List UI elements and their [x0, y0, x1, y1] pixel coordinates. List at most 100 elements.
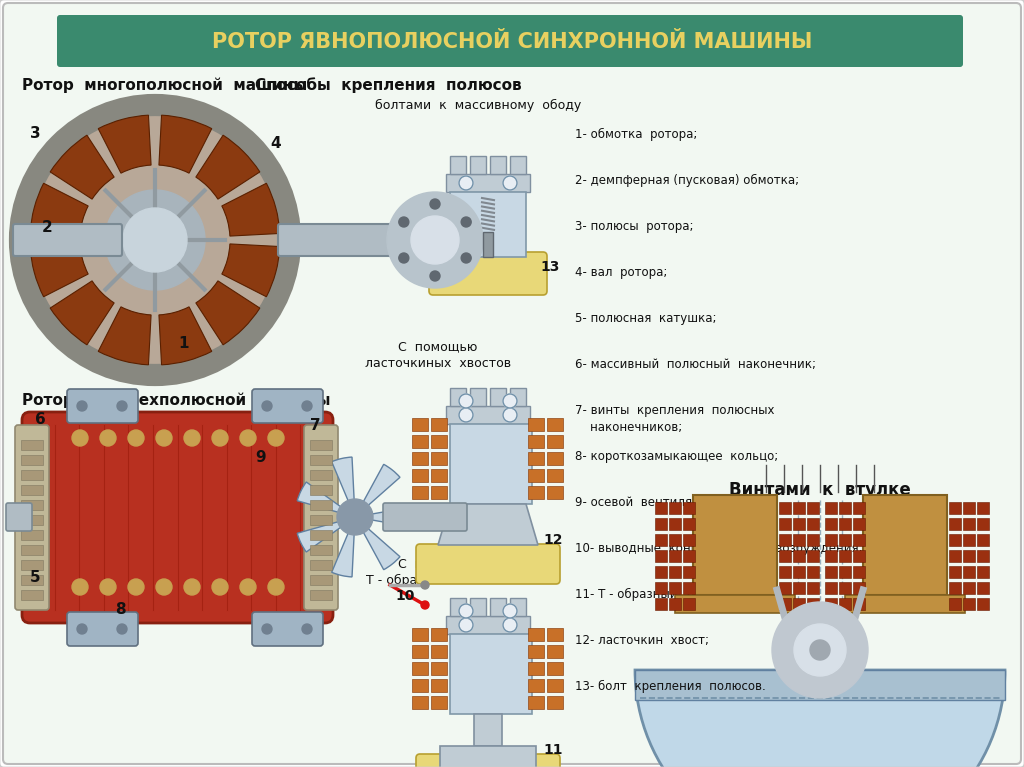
Bar — [528, 628, 544, 641]
Circle shape — [461, 253, 471, 263]
Bar — [310, 560, 332, 570]
Bar — [963, 550, 975, 562]
FancyBboxPatch shape — [416, 754, 560, 767]
Circle shape — [459, 604, 473, 618]
Bar — [547, 418, 563, 431]
Bar — [412, 452, 428, 465]
Wedge shape — [50, 281, 114, 345]
Text: С  помощью
ласточкиных  хвостов: С помощью ласточкиных хвостов — [365, 340, 511, 370]
Bar — [683, 598, 695, 610]
Bar — [547, 645, 563, 658]
Circle shape — [268, 430, 284, 446]
Bar — [825, 582, 837, 594]
Bar — [655, 598, 667, 610]
Circle shape — [72, 579, 88, 595]
FancyBboxPatch shape — [429, 252, 547, 295]
Text: 6- массивный  полюсный  наконечник;: 6- массивный полюсный наконечник; — [575, 358, 816, 371]
Bar — [977, 502, 989, 514]
FancyBboxPatch shape — [67, 612, 138, 646]
Bar — [825, 534, 837, 546]
FancyBboxPatch shape — [252, 389, 323, 423]
FancyBboxPatch shape — [383, 503, 467, 531]
Bar — [793, 518, 805, 530]
Circle shape — [459, 176, 473, 190]
Circle shape — [212, 579, 228, 595]
Wedge shape — [159, 115, 212, 173]
Text: РОТОР ЯВНОПОЛЮСНОЙ СИНХРОННОЙ МАШИНЫ: РОТОР ЯВНОПОЛЮСНОЙ СИНХРОННОЙ МАШИНЫ — [212, 32, 812, 52]
Bar — [669, 550, 681, 562]
Bar — [683, 518, 695, 530]
Bar — [839, 534, 851, 546]
Text: С  помощью
Т - образных  хвостов: С помощью Т - образных хвостов — [367, 557, 510, 587]
Bar — [22, 455, 43, 465]
Bar — [807, 598, 819, 610]
Bar — [431, 679, 447, 692]
Circle shape — [128, 430, 144, 446]
Circle shape — [302, 624, 312, 634]
Bar — [779, 566, 791, 578]
Bar — [949, 598, 961, 610]
Bar — [779, 598, 791, 610]
Bar — [446, 174, 530, 192]
Bar — [22, 575, 43, 585]
Text: Ротор  четырехполюсной  машины: Ротор четырехполюсной машины — [22, 392, 331, 408]
FancyBboxPatch shape — [278, 224, 422, 256]
Bar — [528, 696, 544, 709]
Text: 4- вал  ротора;: 4- вал ротора; — [575, 266, 668, 279]
Bar — [310, 485, 332, 495]
Wedge shape — [355, 464, 400, 517]
Bar — [412, 679, 428, 692]
Bar — [853, 598, 865, 610]
Bar — [440, 746, 536, 767]
Text: 10- выводные  концы  обмотки  возбуждения;: 10- выводные концы обмотки возбуждения; — [575, 542, 862, 555]
Circle shape — [240, 430, 256, 446]
Bar — [22, 545, 43, 555]
Bar — [22, 485, 43, 495]
Bar — [510, 156, 526, 174]
Bar — [845, 595, 965, 613]
Bar — [22, 515, 43, 525]
Circle shape — [123, 208, 187, 272]
Text: болтами  к  массивному  ободу: болтами к массивному ободу — [375, 98, 582, 111]
Bar — [963, 518, 975, 530]
Bar — [528, 486, 544, 499]
Circle shape — [503, 176, 517, 190]
Text: 4: 4 — [270, 136, 281, 151]
Circle shape — [105, 190, 205, 290]
Bar — [793, 550, 805, 562]
Bar — [807, 550, 819, 562]
Bar — [807, 534, 819, 546]
Bar — [412, 645, 428, 658]
Bar — [683, 534, 695, 546]
Bar — [310, 545, 332, 555]
Bar — [474, 714, 502, 746]
Bar — [431, 628, 447, 641]
Bar — [779, 550, 791, 562]
Text: Ротор  многополюсной  машины: Ротор многополюсной машины — [22, 77, 307, 93]
Bar — [793, 534, 805, 546]
Text: Винтами  к  втулке: Винтами к втулке — [729, 481, 911, 499]
FancyBboxPatch shape — [13, 224, 122, 256]
Bar — [825, 566, 837, 578]
Bar — [431, 486, 447, 499]
Text: 2- демпферная (пусковая) обмотка;: 2- демпферная (пусковая) обмотка; — [575, 174, 799, 187]
Bar — [963, 598, 975, 610]
FancyBboxPatch shape — [304, 425, 338, 610]
Bar — [412, 486, 428, 499]
Bar — [949, 534, 961, 546]
Bar — [490, 388, 506, 406]
Circle shape — [212, 430, 228, 446]
FancyBboxPatch shape — [6, 503, 32, 531]
Bar — [793, 582, 805, 594]
FancyBboxPatch shape — [3, 3, 1021, 764]
Bar — [450, 192, 526, 257]
Circle shape — [430, 271, 440, 281]
Bar — [655, 534, 667, 546]
Bar — [839, 502, 851, 514]
Wedge shape — [196, 135, 260, 199]
Bar — [825, 598, 837, 610]
Circle shape — [184, 579, 200, 595]
Bar — [853, 518, 865, 530]
Bar — [470, 388, 486, 406]
Bar — [22, 590, 43, 600]
